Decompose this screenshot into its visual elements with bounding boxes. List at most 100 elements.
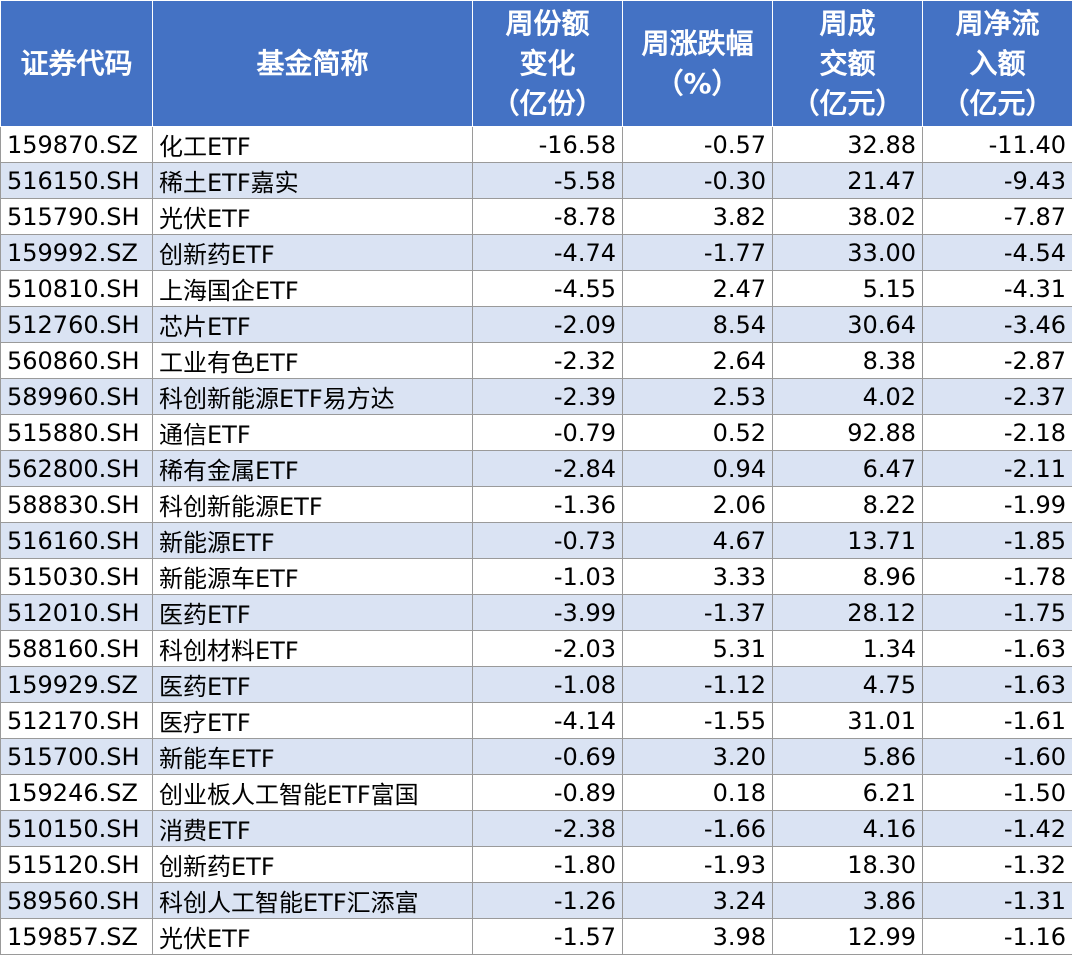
- turnover-cell: 6.47: [773, 451, 923, 487]
- turnover-cell: 21.47: [773, 163, 923, 199]
- security-code-cell: 516150.SH: [1, 163, 153, 199]
- price-change-cell: 0.52: [623, 415, 773, 451]
- fund-name-cell: 芯片ETF: [153, 307, 473, 343]
- share-change-cell: -2.38: [473, 811, 623, 847]
- share-change-cell: -5.58: [473, 163, 623, 199]
- price-change-cell: -1.37: [623, 595, 773, 631]
- security-code-cell: 159929.SZ: [1, 667, 153, 703]
- price-change-cell: 3.24: [623, 883, 773, 919]
- security-code-cell: 512170.SH: [1, 703, 153, 739]
- header-line: 周份额: [473, 4, 622, 44]
- net-inflow-cell: -7.87: [923, 199, 1072, 235]
- net-inflow-cell: -1.50: [923, 775, 1072, 811]
- share-change-cell: -8.78: [473, 199, 623, 235]
- price-change-cell: 3.20: [623, 739, 773, 775]
- header-line: 交额: [773, 44, 922, 84]
- net-inflow-cell: -1.32: [923, 847, 1072, 883]
- turnover-cell: 8.38: [773, 343, 923, 379]
- share-change-cell: -1.57: [473, 919, 623, 955]
- turnover-cell: 5.86: [773, 739, 923, 775]
- net-inflow-cell: -1.63: [923, 631, 1072, 667]
- net-inflow-cell: -1.75: [923, 595, 1072, 631]
- share-change-cell: -1.08: [473, 667, 623, 703]
- fund-name-cell: 新能车ETF: [153, 739, 473, 775]
- share-change-cell: -2.32: [473, 343, 623, 379]
- security-code-cell: 159246.SZ: [1, 775, 153, 811]
- turnover-cell: 38.02: [773, 199, 923, 235]
- security-code-cell: 159857.SZ: [1, 919, 153, 955]
- fund-name-cell: 新能源ETF: [153, 523, 473, 559]
- net-inflow-cell: -1.99: [923, 487, 1072, 523]
- header-security-code: 证券代码: [1, 1, 153, 127]
- turnover-cell: 8.22: [773, 487, 923, 523]
- price-change-cell: 3.33: [623, 559, 773, 595]
- price-change-cell: -1.55: [623, 703, 773, 739]
- share-change-cell: -2.84: [473, 451, 623, 487]
- net-inflow-cell: -1.31: [923, 883, 1072, 919]
- header-line: （%）: [623, 64, 772, 104]
- security-code-cell: 589960.SH: [1, 379, 153, 415]
- fund-name-cell: 科创新能源ETF: [153, 487, 473, 523]
- price-change-cell: -1.93: [623, 847, 773, 883]
- header-price-change: 周涨跌幅（%）: [623, 1, 773, 127]
- header-line: 证券代码: [1, 44, 152, 84]
- security-code-cell: 159992.SZ: [1, 235, 153, 271]
- header-line: （亿元）: [923, 84, 1072, 124]
- header-line: （亿元）: [773, 84, 922, 124]
- fund-name-cell: 工业有色ETF: [153, 343, 473, 379]
- share-change-cell: -2.03: [473, 631, 623, 667]
- share-change-cell: -4.74: [473, 235, 623, 271]
- price-change-cell: -1.12: [623, 667, 773, 703]
- turnover-cell: 18.30: [773, 847, 923, 883]
- price-change-cell: 3.82: [623, 199, 773, 235]
- header-turnover: 周成交额（亿元）: [773, 1, 923, 127]
- price-change-cell: -0.57: [623, 127, 773, 163]
- net-inflow-cell: -1.16: [923, 919, 1072, 955]
- security-code-cell: 588160.SH: [1, 631, 153, 667]
- security-code-cell: 589560.SH: [1, 883, 153, 919]
- security-code-cell: 515700.SH: [1, 739, 153, 775]
- turnover-cell: 33.00: [773, 235, 923, 271]
- share-change-cell: -0.89: [473, 775, 623, 811]
- fund-name-cell: 医药ETF: [153, 595, 473, 631]
- share-change-cell: -4.55: [473, 271, 623, 307]
- security-code-cell: 512760.SH: [1, 307, 153, 343]
- share-change-cell: -16.58: [473, 127, 623, 163]
- price-change-cell: -0.30: [623, 163, 773, 199]
- price-change-cell: 2.47: [623, 271, 773, 307]
- header-line: 基金简称: [153, 44, 472, 84]
- net-inflow-cell: -1.63: [923, 667, 1072, 703]
- share-change-cell: -0.69: [473, 739, 623, 775]
- share-change-cell: -1.03: [473, 559, 623, 595]
- fund-name-cell: 光伏ETF: [153, 919, 473, 955]
- turnover-cell: 13.71: [773, 523, 923, 559]
- header-line: 周涨跌幅: [623, 24, 772, 64]
- price-change-cell: 0.18: [623, 775, 773, 811]
- price-change-cell: -1.66: [623, 811, 773, 847]
- net-inflow-cell: -1.78: [923, 559, 1072, 595]
- fund-name-cell: 创业板人工智能ETF富国: [153, 775, 473, 811]
- fund-name-cell: 化工ETF: [153, 127, 473, 163]
- turnover-cell: 8.96: [773, 559, 923, 595]
- security-code-cell: 515790.SH: [1, 199, 153, 235]
- turnover-cell: 32.88: [773, 127, 923, 163]
- security-code-cell: 515120.SH: [1, 847, 153, 883]
- turnover-cell: 4.02: [773, 379, 923, 415]
- price-change-cell: 8.54: [623, 307, 773, 343]
